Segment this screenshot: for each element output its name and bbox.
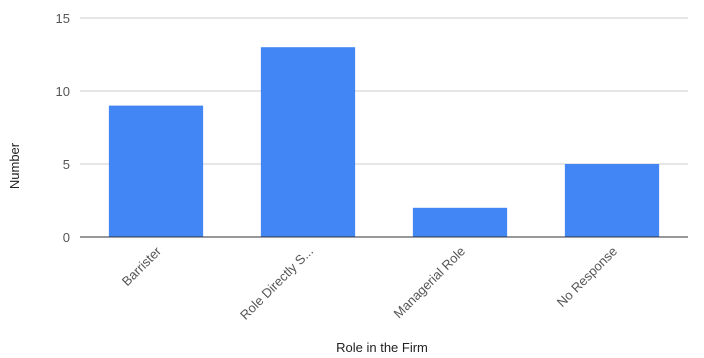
y-tick-label: 15 bbox=[56, 11, 70, 26]
y-axis-ticks: 0 5 10 15 bbox=[56, 11, 70, 245]
bar bbox=[108, 105, 204, 237]
bar bbox=[412, 207, 508, 237]
x-tick-label: Role Directly S... bbox=[237, 244, 316, 323]
y-tick-label: 10 bbox=[56, 84, 70, 99]
x-tick-label: Managerial Role bbox=[391, 244, 469, 322]
y-tick-label: 0 bbox=[63, 230, 70, 245]
x-tick-label: Barrister bbox=[119, 243, 165, 289]
y-tick-label: 5 bbox=[63, 157, 70, 172]
y-axis-title: Number bbox=[7, 142, 22, 189]
bar bbox=[564, 164, 660, 237]
x-axis-title: Role in the Firm bbox=[336, 340, 428, 355]
x-axis-ticks: Barrister Role Directly S... Managerial Ro… bbox=[119, 243, 620, 323]
bars bbox=[108, 47, 660, 238]
bar bbox=[260, 47, 356, 238]
x-tick-label: No Response bbox=[554, 244, 620, 310]
